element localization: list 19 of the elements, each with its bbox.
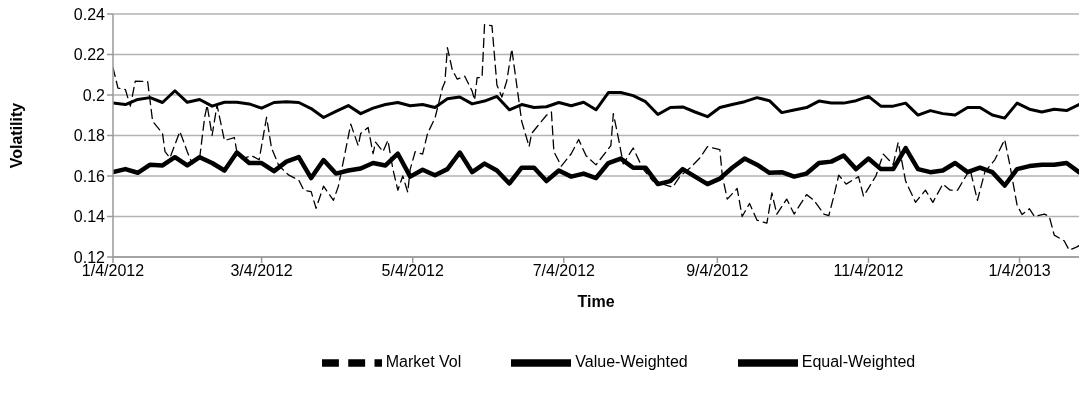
y-tick-label: 0.14 xyxy=(73,208,106,226)
y-tick-label: 0.18 xyxy=(73,127,106,145)
y-tick-label: 0.24 xyxy=(73,5,106,23)
x-tick-label: 1/4/2013 xyxy=(988,262,1051,280)
legend-label: Equal-Weighted xyxy=(801,353,916,371)
y-tick-label: 0.16 xyxy=(73,167,106,185)
x-tick-label: 7/4/2012 xyxy=(532,262,596,280)
x-tick-label: 3/4/2012 xyxy=(230,262,293,280)
x-tick-label: 11/4/2012 xyxy=(833,262,904,280)
legend-label: Market Vol xyxy=(385,353,462,371)
y-axis-title: Volatility xyxy=(7,102,25,169)
y-tick-label: 0.2 xyxy=(82,86,106,104)
x-tick-label: 5/4/2012 xyxy=(381,262,444,280)
legend-label: Value-Weighted xyxy=(575,353,688,371)
line-series xyxy=(113,23,1079,251)
y-tick-label: 0.22 xyxy=(73,46,106,64)
x-tick-label: 1/4/2012 xyxy=(81,262,145,280)
x-axis-title: Time xyxy=(577,293,615,310)
x-tick-label: 9/4/2012 xyxy=(686,262,749,280)
